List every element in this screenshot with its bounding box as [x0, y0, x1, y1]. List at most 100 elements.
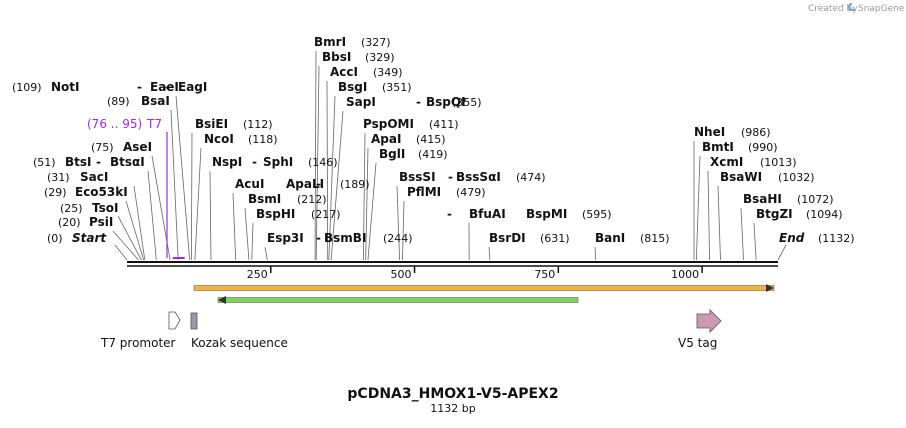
site-name-bssSalphaI[interactable]: BssSαI [456, 170, 501, 184]
site-name-apaI[interactable]: ApaI [371, 132, 401, 146]
site-leader-line [171, 110, 178, 260]
site-name-bspMI[interactable]: BspMI [526, 207, 567, 221]
site-name-accI[interactable]: AccI [330, 65, 358, 79]
site-name-bsgI[interactable]: BsgI [338, 80, 367, 94]
site-separator: - [96, 155, 101, 169]
site-separator: - [252, 155, 257, 169]
site-name-sapI[interactable]: SapI [346, 95, 376, 109]
site-name-bspHI[interactable]: BspHI [256, 207, 295, 221]
site-name-notI[interactable]: NotI [51, 80, 80, 94]
site-name-bssSI[interactable]: BssSI [399, 170, 436, 184]
site-pos-pflMI: (479) [456, 186, 486, 199]
map-length: 1132 bp [430, 402, 475, 415]
site-leader-line [718, 186, 720, 260]
site-name-aseI[interactable]: AseI [123, 140, 152, 154]
site-name-bglI[interactable]: BglI [379, 147, 405, 161]
end-leader-line [115, 245, 127, 260]
primer-range: (76 .. 95) [87, 117, 142, 131]
site-name-bbsI[interactable]: BbsI [322, 50, 351, 64]
site-name-tsoI[interactable]: TsoI [92, 201, 118, 215]
orf-reverse-arrow[interactable] [218, 296, 578, 304]
site-name-sphI[interactable]: SphI [263, 155, 293, 169]
site-name-acuI[interactable]: AcuI [235, 177, 264, 191]
site-name-pflMI[interactable]: PflMI [407, 185, 441, 199]
site-pos-accI: (349) [373, 66, 403, 79]
site-pos-bsgI: (351) [382, 81, 412, 94]
ruler-tick-label: 250 [247, 268, 268, 281]
site-name-bsaWI[interactable]: BsaWI [720, 170, 762, 184]
site-leader-line [148, 171, 156, 260]
site-separator: - [416, 95, 421, 109]
site-pos-bsmI: (212) [297, 193, 327, 206]
orf-arrows [194, 284, 774, 304]
site-pos-bmrI: (327) [361, 36, 391, 49]
start-position: (0) [47, 232, 63, 245]
site-pos-apaI: (415) [416, 133, 446, 146]
site-name-bsrDI[interactable]: BsrDI [489, 231, 526, 245]
site-pos-bsrDI: (631) [540, 232, 570, 245]
site-pos-bssSI: (474) [516, 171, 546, 184]
v5-tag-label: V5 tag [678, 336, 717, 350]
site-leader-line [210, 171, 211, 260]
site-pos-pspOMI: (411) [429, 118, 459, 131]
site-pos-ncoI: (118) [248, 133, 278, 146]
site-leader-line [754, 223, 756, 260]
site-leader-line [191, 133, 192, 260]
site-name-sacI[interactable]: SacI [80, 170, 108, 184]
site-name-bsiEI[interactable]: BsiEI [195, 117, 228, 131]
site-leader-line [397, 186, 400, 260]
site-name-ncoI[interactable]: NcoI [204, 132, 234, 146]
site-name-bsmI[interactable]: BsmI [248, 192, 281, 206]
site-leader-line [126, 201, 144, 260]
site-pos-bfuAI: (595) [582, 208, 612, 221]
site-name-psiI[interactable]: PsiI [89, 215, 113, 229]
site-pos-btsI: (51) [33, 156, 56, 169]
site-leader-line [233, 193, 236, 260]
site-leader-line [265, 247, 267, 260]
site-name-eco53kI[interactable]: Eco53kI [75, 185, 128, 199]
site-pos-bbsI: (329) [365, 51, 395, 64]
kozak-sequence-box[interactable] [191, 313, 197, 329]
site-leader-line [245, 208, 249, 260]
primer-name[interactable]: T7 [146, 117, 162, 131]
site-name-nheI[interactable]: NheI [694, 125, 725, 139]
v5-tag-arrow[interactable] [697, 310, 721, 332]
site-name-btsalphaI[interactable]: BtsαI [110, 155, 145, 169]
site-name-btgZI[interactable]: BtgZI [756, 207, 793, 221]
site-pos-btgZI: (1094) [806, 208, 843, 221]
map-title: pCDNA3_HMOX1-V5-APEX2 [347, 386, 558, 402]
orf-forward-arrow[interactable] [194, 284, 774, 292]
ruler-tick-label: 1000 [671, 268, 699, 281]
ruler-tick-label: 500 [391, 268, 412, 281]
site-name-btsI[interactable]: BtsI [65, 155, 92, 169]
site-pos-bsaHI: (1072) [797, 193, 834, 206]
site-name-nspI[interactable]: NspI [212, 155, 242, 169]
site-name-bsmBI[interactable]: BsmBI [324, 231, 366, 245]
site-pos-xcmI: (1013) [760, 156, 797, 169]
site-name-bsaHI[interactable]: BsaHI [743, 192, 782, 206]
site-name-bfuAI[interactable]: BfuAI [469, 207, 506, 221]
site-name-bmtI[interactable]: BmtI [702, 140, 734, 154]
site-leader-line [402, 201, 404, 260]
end-leader-line [778, 245, 786, 260]
site-separator: - [447, 207, 452, 221]
site-name-banI[interactable]: BanI [595, 231, 625, 245]
primer-marker[interactable] [167, 132, 185, 258]
site-name-bmrI[interactable]: BmrI [314, 35, 346, 49]
t7-promoter-arrow[interactable] [169, 312, 180, 329]
site-name-apaLI[interactable]: ApaLI [286, 177, 324, 191]
site-name-xcmI[interactable]: XcmI [710, 155, 743, 169]
site-name-bsaI[interactable]: BsaI [141, 94, 170, 108]
site-pos-eco53kI: (29) [44, 186, 67, 199]
site-leader-line [708, 171, 710, 260]
ruler: 250 500 750 1000 [247, 266, 702, 281]
site-name-pspOMI[interactable]: PspOMI [363, 117, 414, 131]
site-pos-psiI: (20) [58, 216, 81, 229]
site-pos-bsiEI: (112) [243, 118, 273, 131]
kozak-sequence-label: Kozak sequence [191, 336, 288, 350]
site-name-eagI[interactable]: EagI [178, 80, 207, 94]
site-name-esp3I[interactable]: Esp3I [267, 231, 304, 245]
site-pos-tsoI: (25) [60, 202, 83, 215]
ruler-tick-label: 750 [534, 268, 555, 281]
